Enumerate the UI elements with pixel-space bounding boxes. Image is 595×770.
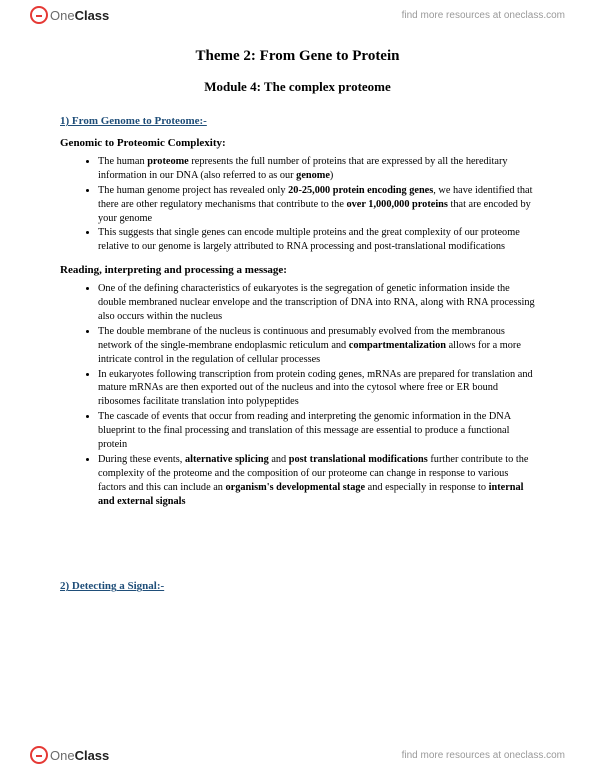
- oneclass-logo-icon: [30, 746, 48, 764]
- section-2-heading: 2) Detecting a Signal:-: [60, 580, 535, 592]
- oneclass-logo-icon: [30, 6, 48, 24]
- list-item: During these events, alternative splicin…: [98, 453, 535, 509]
- logo: OneClass: [30, 6, 109, 24]
- list-item: The double membrane of the nucleus is co…: [98, 325, 535, 367]
- footer-logo-text: OneClass: [50, 748, 109, 763]
- list-item: The cascade of events that occur from re…: [98, 410, 535, 452]
- list-item: One of the defining characteristics of e…: [98, 282, 535, 324]
- subsection-genomic-complexity: Genomic to Proteomic Complexity:: [60, 137, 535, 149]
- document-content: Theme 2: From Gene to Protein Module 4: …: [0, 30, 595, 642]
- subsection-reading-message: Reading, interpreting and processing a m…: [60, 264, 535, 276]
- list-item: In eukaryotes following transcription fr…: [98, 368, 535, 410]
- footer-logo: OneClass: [30, 746, 109, 764]
- list-item: The human genome project has revealed on…: [98, 184, 535, 226]
- footer-tagline[interactable]: find more resources at oneclass.com: [402, 750, 565, 761]
- list-item: This suggests that single genes can enco…: [98, 226, 535, 254]
- header-bar: OneClass find more resources at oneclass…: [0, 0, 595, 30]
- list-item: The human proteome represents the full n…: [98, 155, 535, 183]
- footer-bar: OneClass find more resources at oneclass…: [0, 740, 595, 770]
- doc-title: Theme 2: From Gene to Protein: [60, 48, 535, 65]
- bullet-list-1: The human proteome represents the full n…: [98, 155, 535, 254]
- bullet-list-2: One of the defining characteristics of e…: [98, 282, 535, 508]
- section-1-heading: 1) From Genome to Proteome:-: [60, 115, 535, 127]
- header-tagline[interactable]: find more resources at oneclass.com: [402, 10, 565, 21]
- doc-subtitle: Module 4: The complex proteome: [60, 79, 535, 95]
- logo-text: OneClass: [50, 8, 109, 23]
